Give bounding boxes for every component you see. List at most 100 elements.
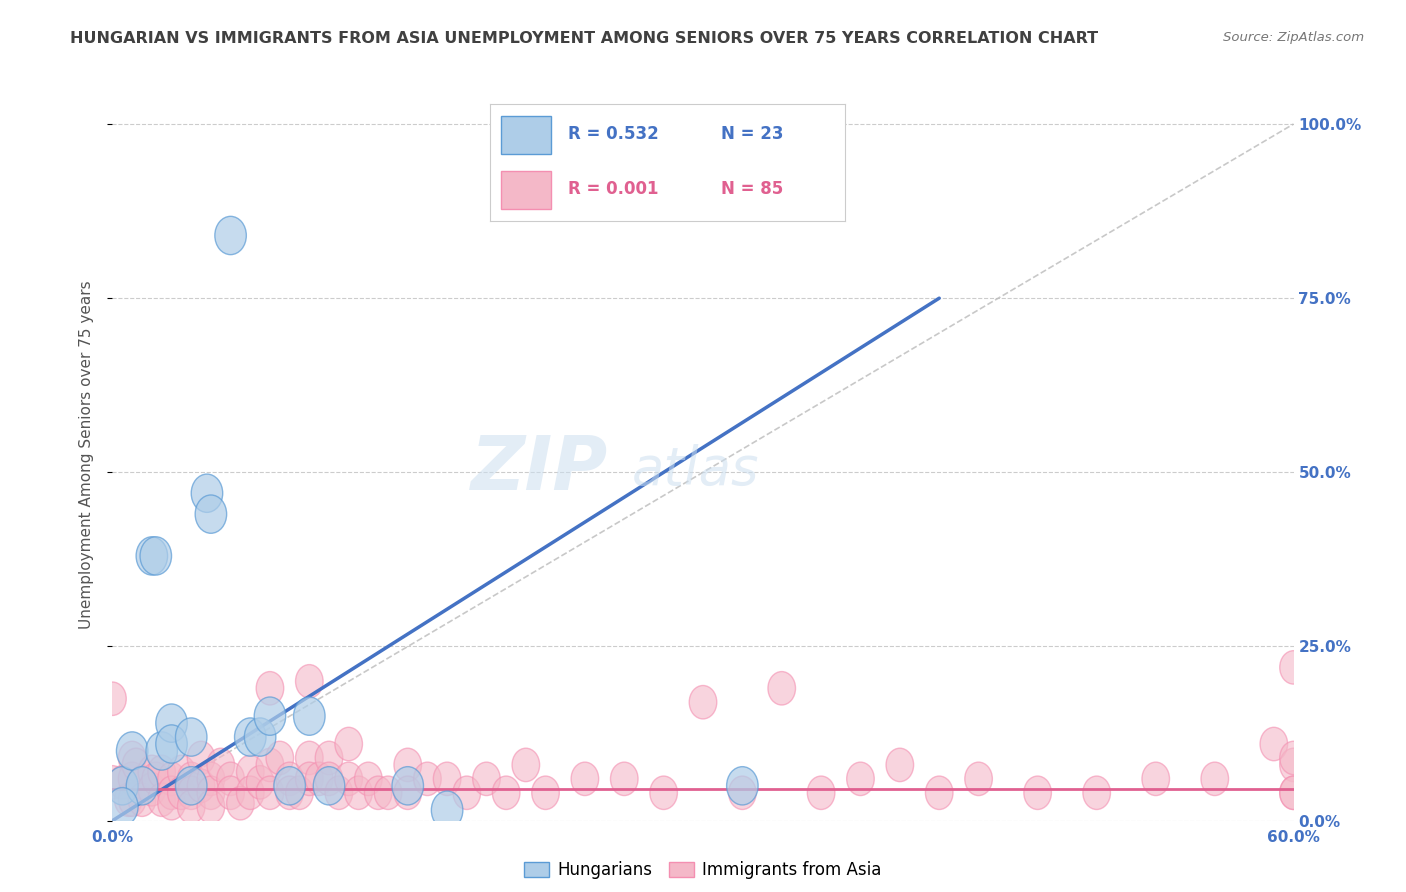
Ellipse shape: [344, 776, 373, 810]
Ellipse shape: [1024, 776, 1052, 810]
Ellipse shape: [254, 697, 285, 735]
Ellipse shape: [148, 783, 176, 816]
Ellipse shape: [305, 762, 333, 796]
Ellipse shape: [157, 776, 186, 810]
Ellipse shape: [128, 765, 156, 799]
Ellipse shape: [846, 762, 875, 796]
Ellipse shape: [285, 776, 314, 810]
Ellipse shape: [276, 762, 304, 796]
Ellipse shape: [235, 718, 266, 756]
Ellipse shape: [195, 495, 226, 533]
Ellipse shape: [768, 672, 796, 705]
Ellipse shape: [176, 766, 207, 805]
Ellipse shape: [142, 762, 170, 796]
Ellipse shape: [256, 776, 284, 810]
Ellipse shape: [157, 787, 186, 820]
Ellipse shape: [207, 748, 235, 781]
Ellipse shape: [314, 766, 344, 805]
Ellipse shape: [157, 762, 186, 796]
Ellipse shape: [167, 756, 195, 789]
Text: HUNGARIAN VS IMMIGRANTS FROM ASIA UNEMPLOYMENT AMONG SENIORS OVER 75 YEARS CORRE: HUNGARIAN VS IMMIGRANTS FROM ASIA UNEMPL…: [70, 31, 1098, 46]
Legend: Hungarians, Immigrants from Asia: Hungarians, Immigrants from Asia: [517, 855, 889, 886]
Ellipse shape: [335, 727, 363, 761]
Ellipse shape: [1279, 748, 1308, 781]
Ellipse shape: [413, 762, 441, 796]
Ellipse shape: [108, 765, 136, 799]
Ellipse shape: [1083, 776, 1111, 810]
Ellipse shape: [226, 787, 254, 820]
Ellipse shape: [1201, 762, 1229, 796]
Ellipse shape: [176, 718, 207, 756]
Text: ZIP: ZIP: [471, 433, 609, 506]
Ellipse shape: [1279, 741, 1308, 774]
Ellipse shape: [650, 776, 678, 810]
Ellipse shape: [571, 762, 599, 796]
Ellipse shape: [394, 748, 422, 781]
Ellipse shape: [148, 756, 176, 789]
Ellipse shape: [215, 217, 246, 254]
Ellipse shape: [266, 741, 294, 774]
Ellipse shape: [453, 776, 481, 810]
Ellipse shape: [394, 776, 422, 810]
Ellipse shape: [98, 682, 127, 715]
Ellipse shape: [136, 537, 167, 575]
Ellipse shape: [156, 704, 187, 742]
Ellipse shape: [236, 756, 264, 789]
Ellipse shape: [107, 766, 138, 805]
Ellipse shape: [315, 762, 343, 796]
Ellipse shape: [217, 762, 245, 796]
Ellipse shape: [728, 776, 756, 810]
Ellipse shape: [531, 776, 560, 810]
Ellipse shape: [433, 762, 461, 796]
Ellipse shape: [364, 776, 392, 810]
Ellipse shape: [156, 725, 187, 764]
Ellipse shape: [177, 776, 205, 810]
Ellipse shape: [1279, 776, 1308, 810]
Ellipse shape: [128, 783, 156, 816]
Text: Source: ZipAtlas.com: Source: ZipAtlas.com: [1223, 31, 1364, 45]
Ellipse shape: [167, 776, 195, 810]
Ellipse shape: [197, 790, 225, 823]
Ellipse shape: [689, 685, 717, 719]
Ellipse shape: [392, 766, 423, 805]
Ellipse shape: [236, 776, 264, 810]
Ellipse shape: [217, 776, 245, 810]
Ellipse shape: [295, 665, 323, 698]
Ellipse shape: [191, 474, 222, 512]
Ellipse shape: [374, 776, 402, 810]
Ellipse shape: [325, 776, 353, 810]
Ellipse shape: [472, 762, 501, 796]
Ellipse shape: [187, 741, 215, 774]
Ellipse shape: [1142, 762, 1170, 796]
Ellipse shape: [274, 766, 305, 805]
Ellipse shape: [127, 766, 157, 805]
Ellipse shape: [245, 718, 276, 756]
Ellipse shape: [256, 672, 284, 705]
Ellipse shape: [1260, 727, 1288, 761]
Ellipse shape: [610, 762, 638, 796]
Ellipse shape: [98, 765, 127, 799]
Ellipse shape: [107, 788, 138, 826]
Ellipse shape: [141, 537, 172, 575]
Ellipse shape: [294, 697, 325, 735]
Ellipse shape: [117, 731, 148, 770]
Ellipse shape: [118, 762, 146, 796]
Ellipse shape: [146, 731, 177, 770]
Ellipse shape: [727, 766, 758, 805]
Ellipse shape: [138, 756, 166, 789]
Ellipse shape: [122, 748, 150, 781]
Ellipse shape: [187, 769, 215, 803]
Text: atlas: atlas: [633, 443, 759, 496]
Ellipse shape: [276, 776, 304, 810]
Ellipse shape: [295, 762, 323, 796]
Ellipse shape: [246, 765, 274, 799]
Ellipse shape: [886, 748, 914, 781]
Ellipse shape: [354, 762, 382, 796]
Ellipse shape: [118, 741, 146, 774]
Ellipse shape: [114, 783, 142, 816]
Ellipse shape: [925, 776, 953, 810]
Ellipse shape: [492, 776, 520, 810]
Ellipse shape: [295, 741, 323, 774]
Ellipse shape: [432, 791, 463, 830]
Ellipse shape: [1279, 650, 1308, 684]
